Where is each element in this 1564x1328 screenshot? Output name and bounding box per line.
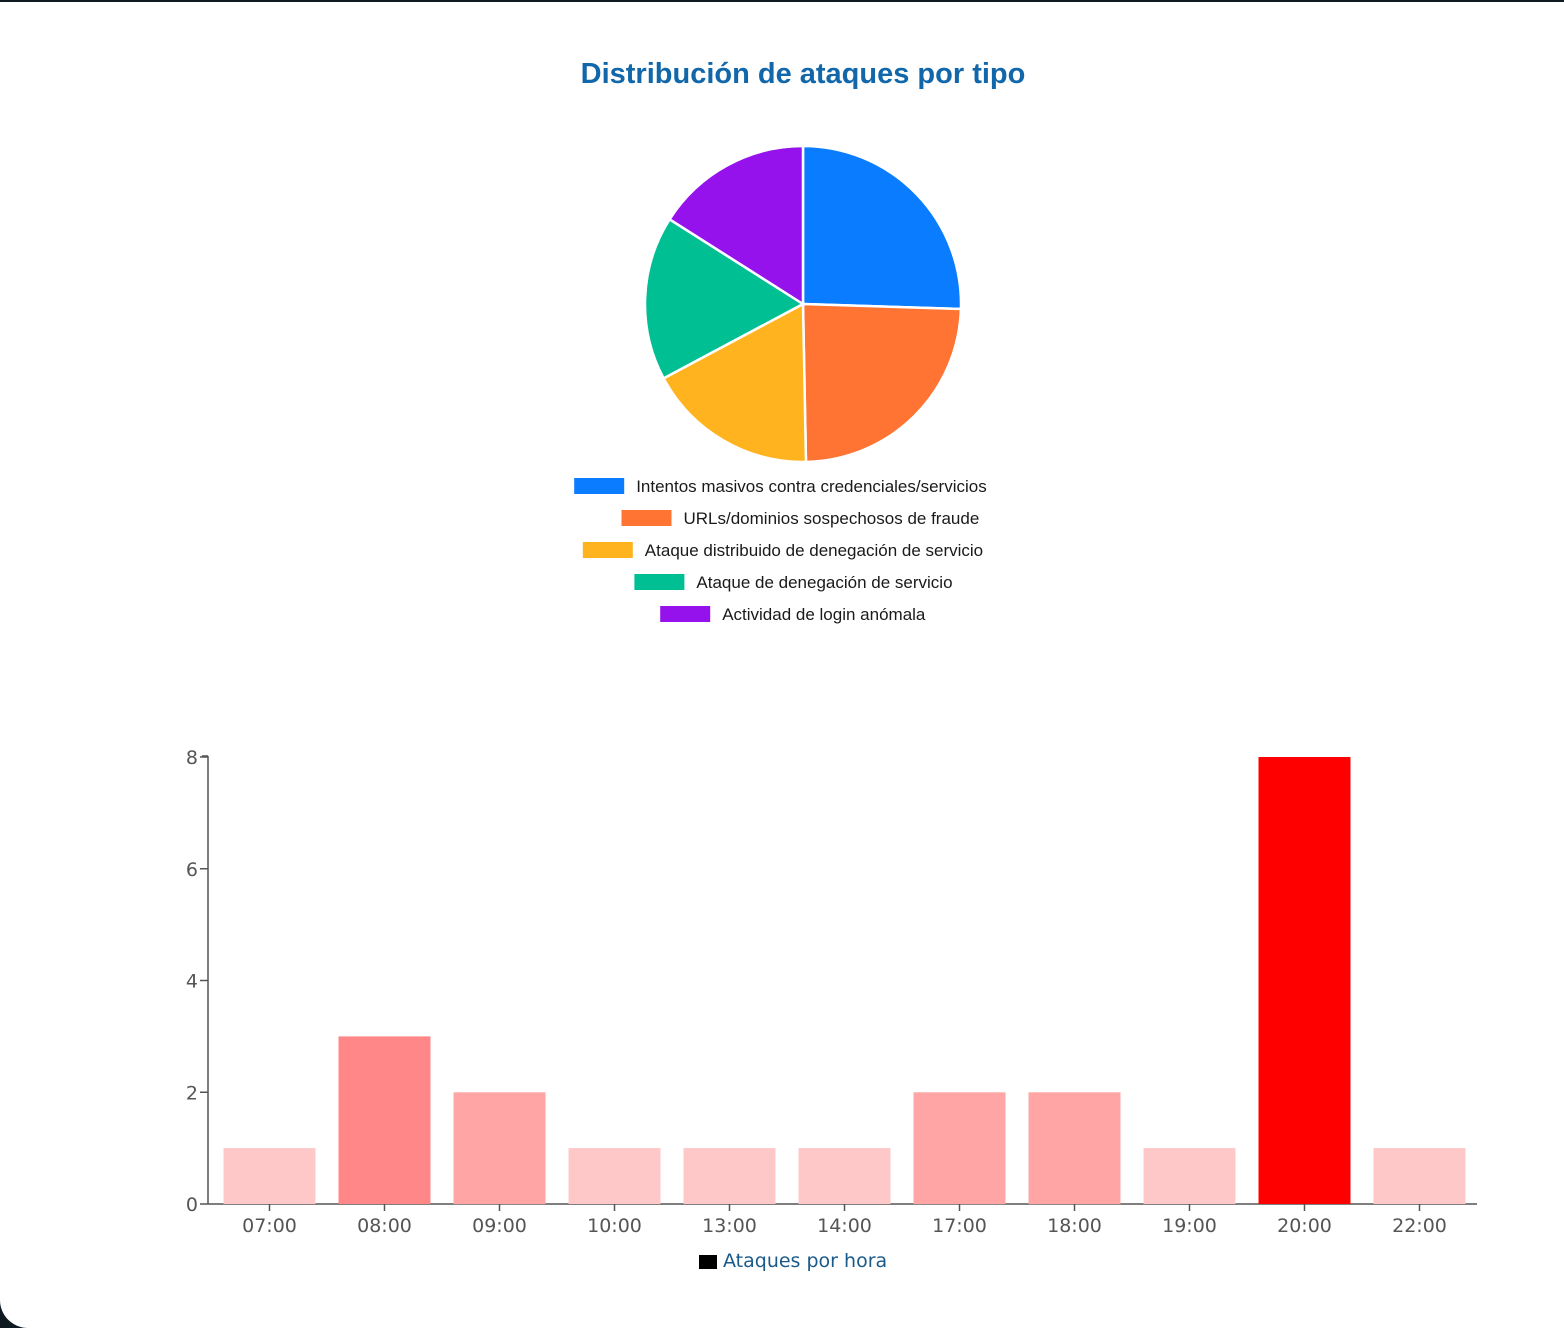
x-tick-label-17:00: 17:00 <box>932 1215 987 1237</box>
bar-19:00 <box>1143 1148 1236 1204</box>
pie-legend-swatch-2 <box>621 510 672 526</box>
pie-legend-swatch-5 <box>660 606 711 622</box>
pie-legend-swatch-3 <box>582 542 633 558</box>
pie-slice-3 <box>661 301 808 464</box>
pie-legend-label-4: Ataque de denegación de servicio <box>696 573 952 592</box>
pie-legend-label-2: URLs/dominios sospechosos de fraude <box>684 509 980 528</box>
y-tick-label-6: 6 <box>186 859 198 881</box>
x-tick-label-22:00: 22:00 <box>1392 1215 1447 1237</box>
pie-slice-1 <box>801 144 963 311</box>
x-tick-label-09:00: 09:00 <box>472 1215 527 1237</box>
bar-legend-swatch <box>699 1255 717 1269</box>
bar-18:00 <box>1028 1092 1121 1205</box>
x-tick-label-13:00: 13:00 <box>702 1215 757 1237</box>
y-tick-label-2: 2 <box>186 1082 198 1104</box>
bar-22:00 <box>1373 1148 1466 1204</box>
pie-legend-swatch-1 <box>574 478 625 494</box>
y-tick-label-0: 0 <box>186 1194 198 1216</box>
pie-slice-5 <box>667 144 805 307</box>
y-tick-label-4: 4 <box>186 971 198 993</box>
bar-08:00 <box>338 1036 431 1204</box>
y-tick-label-8: 8 <box>186 747 198 769</box>
bar-07:00 <box>223 1148 316 1204</box>
bar-14:00 <box>798 1148 891 1204</box>
x-tick-label-20:00: 20:00 <box>1277 1215 1332 1237</box>
bar-10:00 <box>568 1148 661 1204</box>
pie-slice-4 <box>643 217 806 381</box>
bar-09:00 <box>453 1092 546 1205</box>
pie-legend-label-5: Actividad de login anómala <box>722 605 926 624</box>
x-tick-label-08:00: 08:00 <box>357 1215 412 1237</box>
pie-legend-swatch-4 <box>634 574 685 590</box>
pie-legend-label-3: Ataque distribuido de denegación de serv… <box>645 541 983 560</box>
x-tick-label-19:00: 19:00 <box>1162 1215 1217 1237</box>
x-tick-label-10:00: 10:00 <box>587 1215 642 1237</box>
bar-17:00 <box>913 1092 1006 1205</box>
x-tick-label-14:00: 14:00 <box>817 1215 872 1237</box>
bar-20:00 <box>1258 757 1351 1204</box>
pie-slice-2 <box>801 302 963 464</box>
x-tick-label-18:00: 18:00 <box>1047 1215 1102 1237</box>
x-tick-label-07:00: 07:00 <box>242 1215 297 1237</box>
bar-legend-label: Ataques por hora <box>723 1250 887 1272</box>
bar-13:00 <box>683 1148 776 1204</box>
pie-legend-label-1: Intentos masivos contra credenciales/ser… <box>636 477 987 496</box>
pie-chart-title: Distribución de ataques por tipo <box>580 58 1026 90</box>
